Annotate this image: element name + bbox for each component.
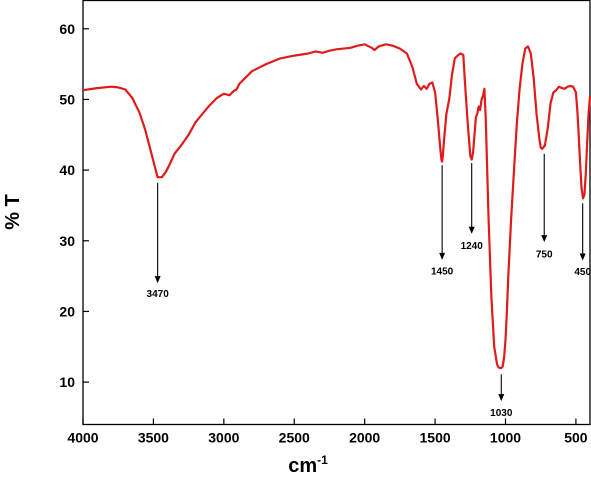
y-tick-label: 30 — [59, 233, 75, 249]
peak-annotations: 3470 1450 1240 750 450 1030 — [147, 153, 591, 419]
y-axis-title: % T — [2, 194, 24, 230]
y-tick-label: 40 — [59, 162, 75, 178]
y-tick-label: 10 — [59, 374, 75, 390]
y-tick-label: 60 — [59, 21, 75, 37]
plot-frame — [82, 0, 591, 426]
peak-arrowhead — [541, 235, 548, 243]
x-tick-label: 3500 — [138, 430, 169, 446]
x-tick-label: 1000 — [490, 430, 521, 446]
x-tick-label: 4000 — [67, 430, 98, 446]
peak-arrowhead — [468, 226, 475, 234]
x-tick-label: 2000 — [349, 430, 380, 446]
peak-arrowhead — [579, 253, 586, 261]
peak-arrowhead — [498, 394, 505, 402]
y-tick-label: 20 — [59, 303, 75, 319]
x-tick-label: 500 — [564, 430, 588, 446]
y-axis-ticks: 10 20 30 40 50 60 — [59, 21, 89, 390]
x-axis-title-main: cm — [288, 455, 317, 477]
x-axis-title-superscript: -1 — [317, 453, 328, 467]
peak-arrowhead — [154, 276, 161, 284]
peak-label: 1450 — [431, 266, 454, 277]
peak-arrowhead — [439, 252, 446, 260]
spectrum-line — [82, 43, 591, 370]
peak-label: 3470 — [147, 289, 170, 300]
peak-label: 450 — [574, 267, 591, 278]
x-tick-label: 3000 — [208, 430, 239, 446]
x-tick-label: 1500 — [420, 430, 451, 446]
x-tick-label: 2500 — [279, 430, 310, 446]
y-tick-label: 50 — [59, 91, 75, 107]
peak-label: 1240 — [461, 241, 484, 252]
x-axis-ticks: 4000 3500 3000 2500 2000 1500 1000 500 — [67, 418, 588, 446]
peak-label: 1030 — [490, 408, 513, 419]
x-axis-title: cm-1 — [288, 453, 328, 477]
peak-label: 750 — [536, 249, 553, 260]
